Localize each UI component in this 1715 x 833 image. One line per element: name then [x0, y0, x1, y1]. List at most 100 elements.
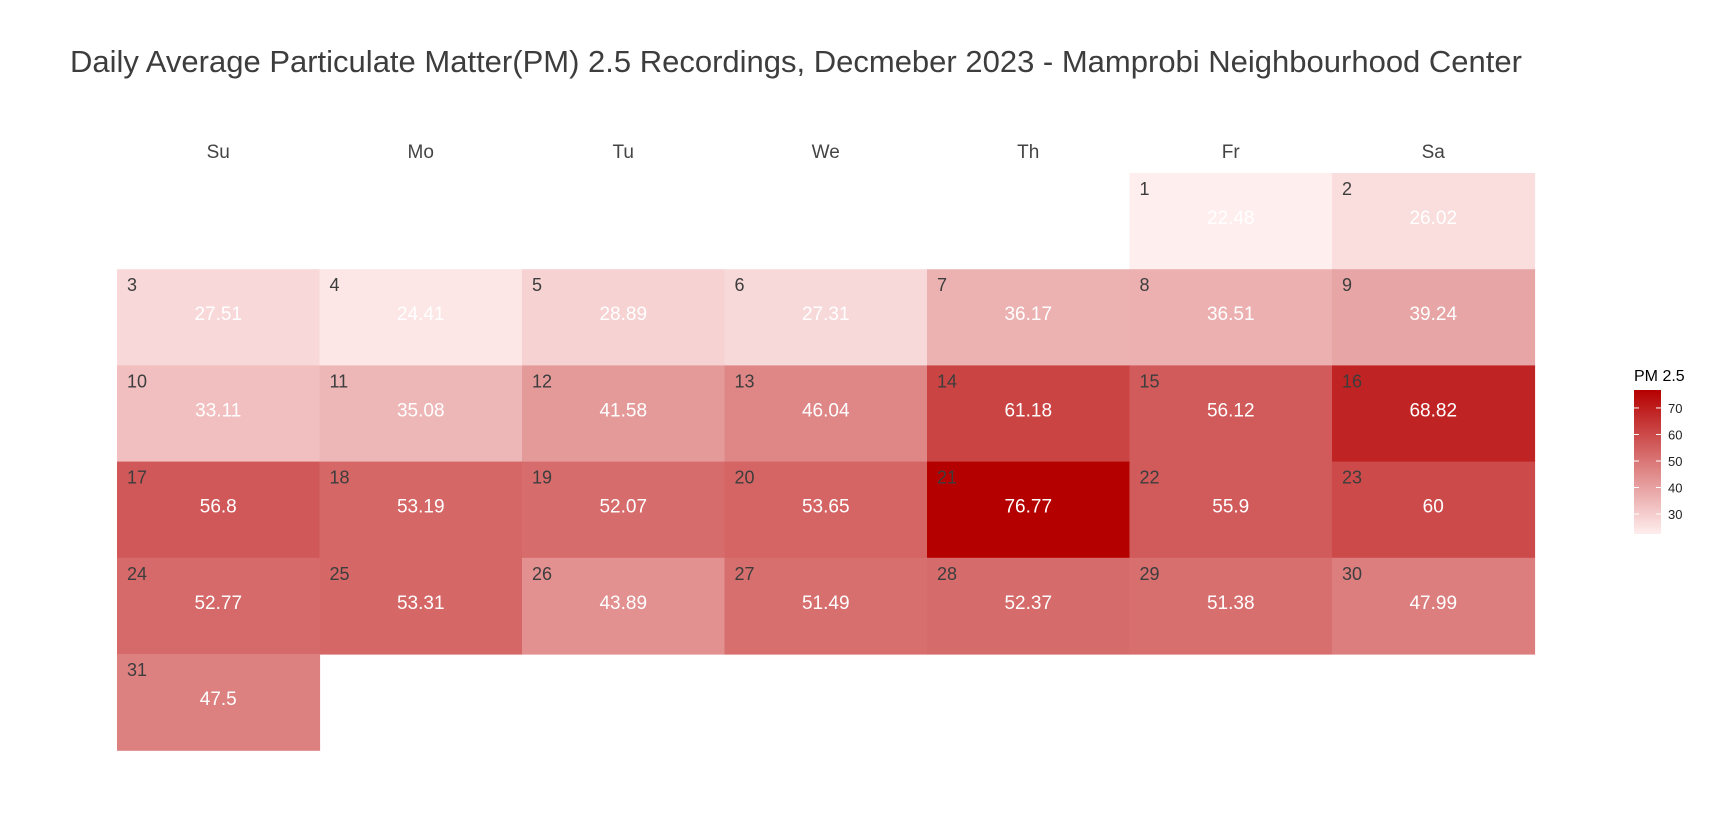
calendar-cell: 31 47.5: [117, 654, 321, 751]
calendar-cell: 10 33.11: [117, 365, 321, 463]
day-number: 3: [127, 275, 137, 295]
cell-value: 27.31: [802, 304, 850, 325]
legend-title: PM 2.5: [1634, 368, 1685, 385]
day-number: 12: [532, 371, 552, 391]
cell-value: 61.18: [1004, 400, 1052, 421]
cell-fill: [117, 461, 321, 559]
cell-fill: [1332, 557, 1536, 655]
cell-value: 55.9: [1212, 497, 1249, 518]
cell-fill: [319, 557, 523, 655]
cell-value: 47.99: [1409, 593, 1457, 614]
cell-fill: [522, 365, 726, 463]
cell-value: 53.31: [397, 593, 445, 614]
cell-value: 53.65: [802, 497, 850, 518]
calendar-cell: 627.31: [724, 269, 928, 366]
weekday-label: Th: [1017, 142, 1039, 163]
calendar-cell: 24 52.77: [117, 557, 321, 655]
day-number: 21: [937, 468, 957, 488]
cell-value: 33.11: [195, 400, 241, 421]
cell-fill: [927, 269, 1131, 366]
cell-value: 22.48: [1207, 208, 1255, 229]
day-number: 17: [127, 468, 147, 488]
cell-value: 28.89: [599, 304, 647, 325]
day-number: 13: [735, 371, 755, 391]
calendar-cell: 15 56.12: [1129, 365, 1333, 463]
cell-fill: [522, 461, 726, 559]
day-number: 4: [330, 275, 340, 295]
calendar-cell: 26 43.89: [522, 557, 726, 655]
cell-fill: [724, 557, 928, 655]
day-number: 26: [532, 564, 552, 584]
calendar-cell: 23 60: [1332, 461, 1536, 559]
cell-fill: [1129, 173, 1333, 270]
cell-value: 43.89: [599, 593, 647, 614]
cell-fill: [1332, 365, 1536, 463]
cell-value: 53.19: [397, 497, 445, 518]
calendar-cell: 122.48: [1129, 173, 1333, 270]
cell-fill: [927, 557, 1131, 655]
day-number: 1: [1140, 179, 1150, 199]
legend-tick-label: 40: [1668, 481, 1682, 496]
cell-fill: [927, 461, 1131, 559]
cell-value: 35.08: [397, 400, 445, 421]
day-number: 16: [1342, 371, 1362, 391]
cell-fill: [1332, 173, 1536, 270]
cell-value: 60: [1423, 497, 1444, 518]
day-number: 2: [1342, 179, 1352, 199]
cell-fill: [724, 269, 928, 366]
calendar-cell: 20 53.65: [724, 461, 928, 559]
cell-fill: [319, 365, 523, 463]
calendar-cell: 836.51: [1129, 269, 1333, 366]
cell-value: 47.5: [200, 689, 237, 710]
cell-fill: [927, 365, 1131, 463]
calendar-cell: 17 56.8: [117, 461, 321, 559]
cell-fill: [522, 557, 726, 655]
cell-fill: [724, 365, 928, 463]
day-number: 27: [735, 564, 755, 584]
day-number: 10: [127, 371, 147, 391]
cell-fill: [1332, 269, 1536, 366]
day-number: 11: [330, 371, 349, 391]
cell-value: 51.49: [802, 593, 850, 614]
day-number: 20: [735, 468, 755, 488]
cell-fill: [117, 654, 321, 751]
day-number: 25: [330, 564, 350, 584]
day-number: 5: [532, 275, 542, 295]
calendar-cell: 528.89: [522, 269, 726, 366]
weekday-label: Su: [207, 142, 230, 163]
weekday-label: Mo: [408, 142, 434, 163]
cell-value: 41.58: [599, 400, 647, 421]
calendar-cell: 21 76.77: [927, 461, 1131, 559]
cell-fill: [117, 557, 321, 655]
calendar-cell: 12 41.58: [522, 365, 726, 463]
cell-value: 46.04: [802, 400, 850, 421]
weekday-label: Sa: [1422, 142, 1446, 163]
calendar-cell: 424.41: [319, 269, 523, 366]
day-number: 14: [937, 371, 957, 391]
cell-fill: [117, 365, 321, 463]
cell-fill: [319, 461, 523, 559]
cell-fill: [1129, 461, 1333, 559]
color-legend: PM 2.5 30 40 50 60 70: [1634, 368, 1685, 534]
cell-value: 76.77: [1004, 497, 1052, 518]
cell-value: 27.51: [194, 304, 242, 325]
day-number: 24: [127, 564, 147, 584]
cell-value: 24.41: [397, 304, 445, 325]
legend-tick-label: 70: [1668, 401, 1682, 416]
calendar-cell: 19 52.07: [522, 461, 726, 559]
chart-title: Daily Average Particulate Matter(PM) 2.5…: [70, 44, 1522, 79]
cell-value: 51.38: [1207, 593, 1255, 614]
calendar-cell: 28 52.37: [927, 557, 1131, 655]
cell-value: 26.02: [1409, 208, 1457, 229]
legend-tick-label: 30: [1668, 507, 1682, 522]
calendar-cell: 226.02: [1332, 173, 1536, 270]
weekday-header-row: Su Mo Tu We Th Fr Sa: [207, 142, 1446, 163]
calendar-cell: 18 53.19: [319, 461, 523, 559]
cell-value: 36.51: [1207, 304, 1255, 325]
calendar-cell: 30 47.99: [1332, 557, 1536, 655]
day-number: 23: [1342, 468, 1362, 488]
cell-fill: [117, 269, 321, 366]
legend-colorbar: [1634, 390, 1661, 534]
calendar-cell: 11 35.08: [319, 365, 523, 463]
